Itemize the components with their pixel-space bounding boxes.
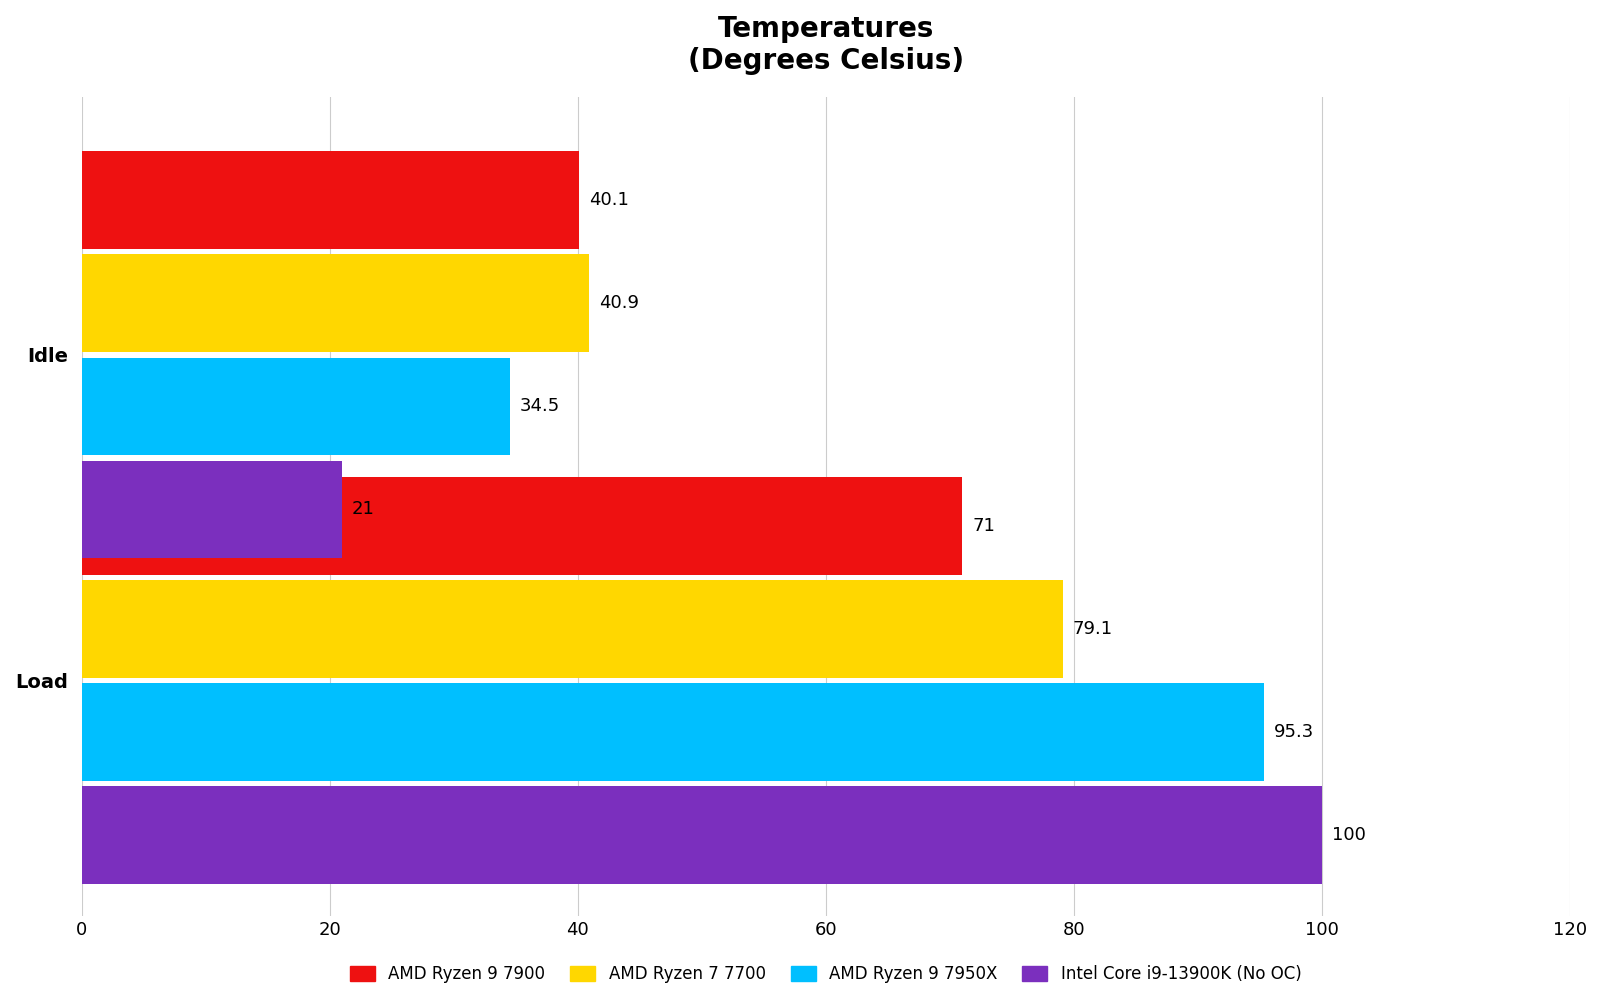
Title: Temperatures
(Degrees Celsius): Temperatures (Degrees Celsius): [687, 15, 964, 75]
Text: 79.1: 79.1: [1073, 620, 1113, 638]
Bar: [82, 580, 1062, 678]
Text: 100: 100: [1331, 826, 1365, 844]
Text: 21: 21: [352, 500, 375, 518]
Bar: [82, 683, 1264, 781]
Bar: [82, 786, 1322, 884]
Legend: AMD Ryzen 9 7900, AMD Ryzen 7 7700, AMD Ryzen 9 7950X, Intel Core i9-13900K (No : AMD Ryzen 9 7900, AMD Ryzen 7 7700, AMD …: [343, 959, 1309, 990]
Text: 40.9: 40.9: [599, 294, 639, 312]
Text: 71: 71: [972, 517, 995, 535]
Bar: [82, 151, 578, 249]
Text: 34.5: 34.5: [519, 397, 559, 415]
Bar: [82, 477, 963, 575]
Bar: [82, 461, 343, 558]
Text: 95.3: 95.3: [1274, 723, 1314, 741]
Bar: [82, 358, 509, 455]
Text: 40.1: 40.1: [590, 191, 630, 209]
Bar: [82, 254, 590, 352]
